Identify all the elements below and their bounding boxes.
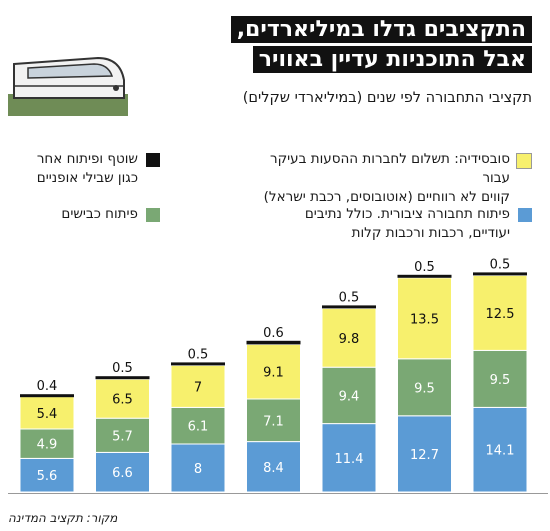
legend-swatch-other	[146, 153, 160, 167]
bar-segment-4-col-6	[397, 274, 452, 278]
legend-entry-public: פיתוח תחבורה ציבורית. כולל נתיבים יעודיי…	[242, 205, 532, 243]
bar-segment-4-col-5	[322, 305, 376, 309]
legend-label-roads: פיתוח כבישים	[61, 206, 138, 222]
bar-segment-1-col-2	[95, 451, 150, 493]
bar-segment-3-col-2	[95, 378, 150, 419]
bar-segment-1-col-5	[321, 423, 377, 493]
data-label-4-col-5: 0.5	[339, 290, 360, 305]
legend-swatch-subsidy	[516, 153, 532, 169]
bar-segment-2-col-2	[95, 417, 150, 453]
data-label-2-col-1: 4.9	[37, 438, 58, 453]
data-label-1-col-2: 6.6	[112, 466, 133, 481]
data-label-3-col-5: 9.8	[339, 332, 360, 347]
bar-segment-2-col-7	[472, 349, 528, 408]
legend-swatch-public	[518, 208, 532, 222]
source-note: מקור: תקציב המדינה	[8, 511, 118, 525]
bar-segment-4-col-3	[171, 362, 225, 366]
bar-segment-1-col-7	[472, 406, 528, 493]
bar-segment-4-col-2	[95, 376, 150, 380]
bar-segment-4-col-4	[246, 340, 301, 345]
data-label-3-col-4: 9.1	[263, 366, 284, 381]
data-label-4-col-4: 0.6	[263, 326, 284, 341]
data-label-2-col-6: 9.5	[414, 381, 435, 396]
data-label-2-col-2: 5.7	[112, 429, 133, 444]
data-label-2-col-7: 9.5	[490, 373, 511, 388]
data-label-1-col-4: 8.4	[263, 461, 284, 476]
legend-label-public: פיתוח תחבורה ציבורית. כולל נתיבים יעודיי…	[304, 206, 510, 241]
data-label-1-col-1: 5.6	[37, 469, 58, 484]
data-label-1-col-5: 11.4	[335, 452, 364, 467]
legend-label-subsidy: סובסידיה: תשלום לחברות ההסעות בעיקר עבור…	[263, 151, 510, 205]
legend-entry-roads: פיתוח כבישים	[12, 205, 160, 224]
data-label-4-col-7: 0.5	[490, 257, 511, 272]
data-label-1-col-3: 8	[194, 462, 202, 477]
title-line-1: התקציבים גדלו במיליארדים,	[230, 16, 532, 43]
data-label-3-col-2: 6.5	[112, 393, 133, 408]
bar-segment-2-col-6	[397, 358, 452, 417]
bar-segment-3-col-4	[246, 343, 301, 400]
bar-segment-3-col-1	[19, 396, 75, 430]
data-label-3-col-3: 7	[194, 380, 202, 395]
legend-entry-subsidy: סובסידיה: תשלום לחברות ההסעות בעיקר עבור…	[242, 150, 532, 207]
title-line-2: אבל התוכניות עדיין באוויר	[252, 46, 532, 73]
legend-entry-other: שוטף ופיתוח אחר כגון שבילי אופניים	[12, 150, 160, 188]
data-label-3-col-6: 13.5	[410, 312, 439, 327]
data-label-3-col-7: 12.5	[486, 307, 515, 322]
data-label-4-col-6: 0.5	[414, 260, 435, 275]
bar-segment-4-col-1	[20, 394, 74, 398]
chart-subtitle: תקציבי התחבורה לפי שנים (במיליארדי שקלים…	[242, 90, 532, 106]
data-label-4-col-3: 0.5	[188, 347, 209, 362]
bar-segment-2-col-3	[170, 406, 226, 445]
chart-legend: סובסידיה: תשלום לחברות ההסעות בעיקר עבור…	[12, 150, 532, 250]
legend-swatch-roads	[146, 208, 160, 222]
data-label-2-col-5: 9.4	[339, 389, 360, 404]
chart-title: התקציבים גדלו במיליארדים, אבל התוכניות ע…	[202, 16, 532, 76]
bar-segment-2-col-4	[246, 398, 301, 443]
data-label-2-col-3: 6.1	[188, 420, 209, 435]
data-label-4-col-1: 0.4	[37, 379, 58, 394]
legend-label-other: שוטף ופיתוח אחר כגון שבילי אופניים	[36, 151, 138, 186]
train-icon	[8, 56, 128, 116]
data-label-3-col-1: 5.4	[37, 407, 58, 422]
bar-segment-3-col-7	[472, 274, 528, 351]
bar-segment-3-col-6	[397, 277, 452, 360]
x-axis-baseline	[8, 493, 548, 494]
data-label-4-col-2: 0.5	[112, 361, 133, 376]
bar-segment-1-col-1	[19, 457, 75, 493]
bar-segment-4-col-7	[473, 272, 527, 276]
data-label-2-col-4: 7.1	[263, 414, 284, 429]
bar-segment-1-col-3	[170, 443, 226, 493]
data-label-1-col-6: 12.7	[410, 448, 439, 463]
data-label-1-col-7: 14.1	[486, 444, 515, 459]
